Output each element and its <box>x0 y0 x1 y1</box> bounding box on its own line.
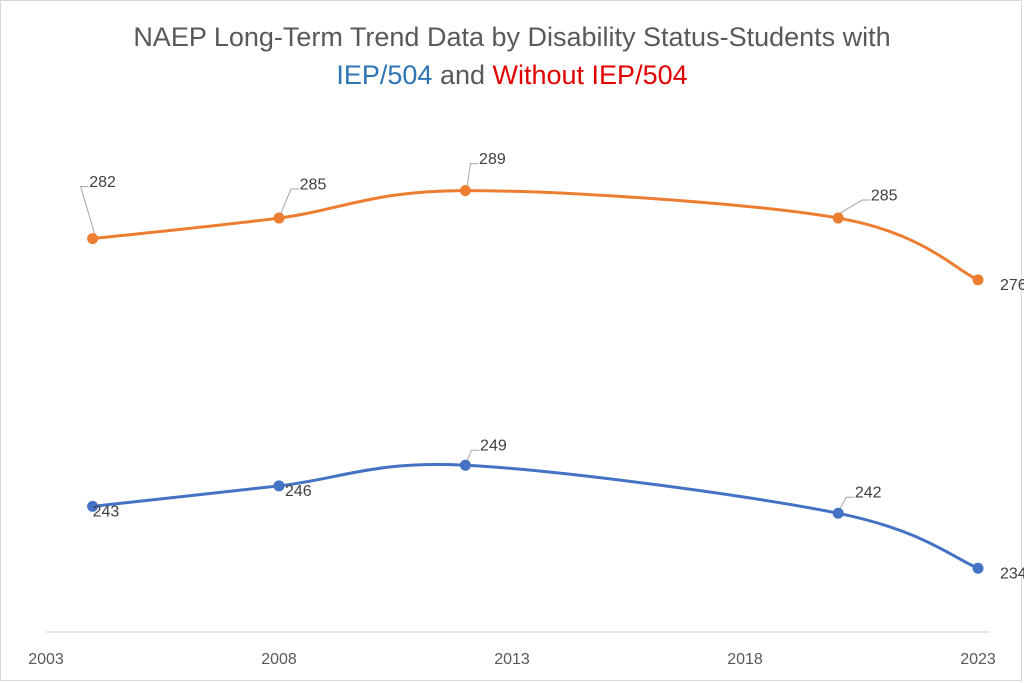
chart-title: NAEP Long-Term Trend Data by Disability … <box>0 18 1024 94</box>
data-point <box>273 480 285 492</box>
data-label: 282 <box>89 174 116 191</box>
leader-line <box>79 186 96 234</box>
title-iep-part: IEP/504 <box>336 60 433 90</box>
data-label: 234 <box>1000 565 1024 582</box>
data-point <box>972 562 984 574</box>
x-tick-label: 2018 <box>727 651 763 668</box>
data-point <box>832 507 844 519</box>
data-label: 246 <box>285 483 312 500</box>
data-label: 243 <box>93 504 120 521</box>
series-line <box>91 463 980 570</box>
leader-line <box>839 199 871 214</box>
leader-line <box>839 496 855 509</box>
title-without-part: Without IEP/504 <box>492 60 688 90</box>
data-label: 285 <box>871 187 898 204</box>
x-tick-label: 2013 <box>494 651 530 668</box>
data-point <box>972 274 984 286</box>
data-point <box>459 185 471 197</box>
x-tick-label: 2003 <box>28 651 64 668</box>
leader-line <box>280 188 299 214</box>
data-point <box>273 212 285 224</box>
data-label: 242 <box>855 485 882 502</box>
x-tick-label: 2023 <box>960 651 996 668</box>
data-point <box>832 212 844 224</box>
leader-line <box>466 163 479 186</box>
x-tick-label: 2008 <box>261 651 297 668</box>
series-line <box>91 189 980 282</box>
data-label: 289 <box>479 151 506 168</box>
data-label: 276 <box>1000 277 1024 294</box>
chart-title-line1: NAEP Long-Term Trend Data by Disability … <box>133 22 891 52</box>
data-label: 285 <box>300 176 327 193</box>
leader-line <box>466 449 480 461</box>
data-point <box>87 500 99 512</box>
chart-title-line2: IEP/504 and Without IEP/504 <box>0 56 1024 94</box>
title-and-part: and <box>432 60 493 90</box>
data-label: 249 <box>480 437 507 454</box>
data-point <box>459 459 471 471</box>
data-point <box>87 233 99 245</box>
